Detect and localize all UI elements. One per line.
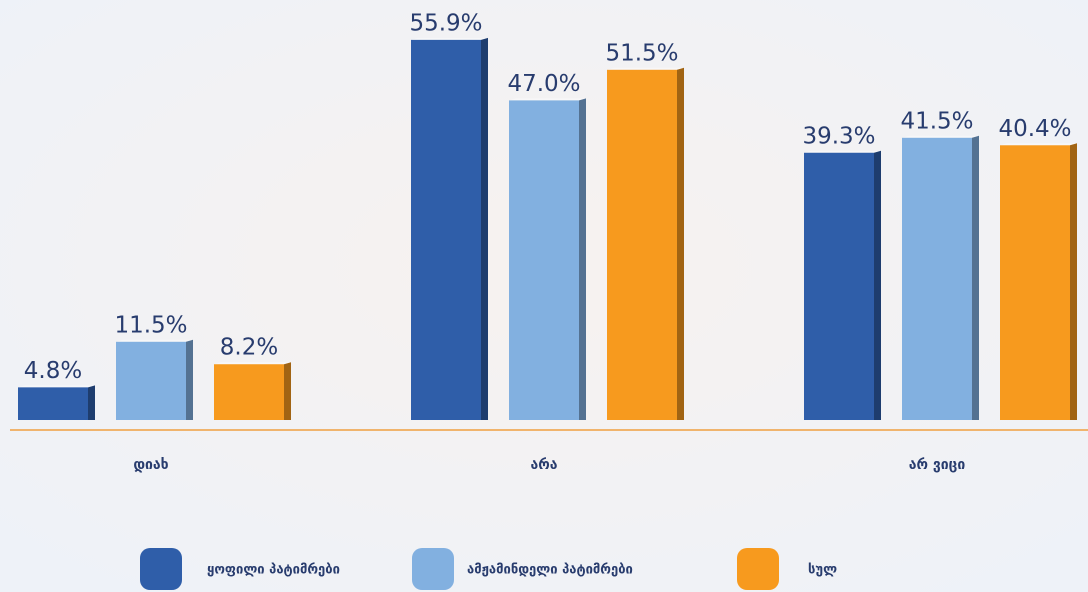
bar-top [214,362,291,365]
bar-top [1000,143,1077,146]
bar-side-shade [1070,143,1077,420]
bar-side [1070,143,1077,420]
bar [214,364,284,420]
bar-top [509,98,586,101]
bar [116,341,186,420]
bar-side [579,98,586,421]
data-label: 55.9% [409,10,482,36]
data-label: 40.4% [998,116,1071,142]
bar-side-shade [284,362,291,420]
data-label: 41.5% [900,108,973,134]
bar-side [874,150,881,420]
bar [1000,145,1070,420]
legend-swatch [737,548,779,590]
bar-side [481,37,488,420]
bar-top [804,150,881,153]
legend-swatch [140,548,182,590]
data-label: 39.3% [802,123,875,149]
bar-top [411,37,488,40]
legend-label: ამჟამინდელი პატიმრები [467,563,633,578]
bar-top [902,135,979,138]
data-label: 51.5% [605,40,678,66]
legend-label: ყოფილი პატიმრები [207,563,340,578]
bar-side-shade [481,37,488,420]
bar-top [18,385,95,388]
bar-side [88,385,95,420]
legend-label: სულ [808,563,837,578]
bar-side-shade [186,339,193,420]
bar-side [677,67,684,421]
data-label: 47.0% [507,71,580,97]
bar-side [284,362,291,420]
bar-side-shade [88,385,95,420]
bar-side-shade [677,67,684,421]
x-tick-label: არ ვიცი [909,457,966,473]
legend-swatch [412,548,454,590]
x-tick-label: დიახ [133,457,168,473]
bar-side [186,339,193,420]
bar [902,137,972,421]
bar [411,39,481,420]
bar-side [972,135,979,421]
bar [18,387,88,420]
data-label: 4.8% [24,358,82,384]
bar-top [607,67,684,70]
bar-side-shade [972,135,979,421]
bar-side-shade [874,150,881,420]
bar [607,69,677,421]
bar [509,100,579,421]
bar-top [116,339,193,342]
bar [804,152,874,420]
bar-side-shade [579,98,586,421]
data-label: 8.2% [220,335,278,361]
x-tick-label: არა [530,457,557,473]
data-label: 11.5% [114,312,187,338]
